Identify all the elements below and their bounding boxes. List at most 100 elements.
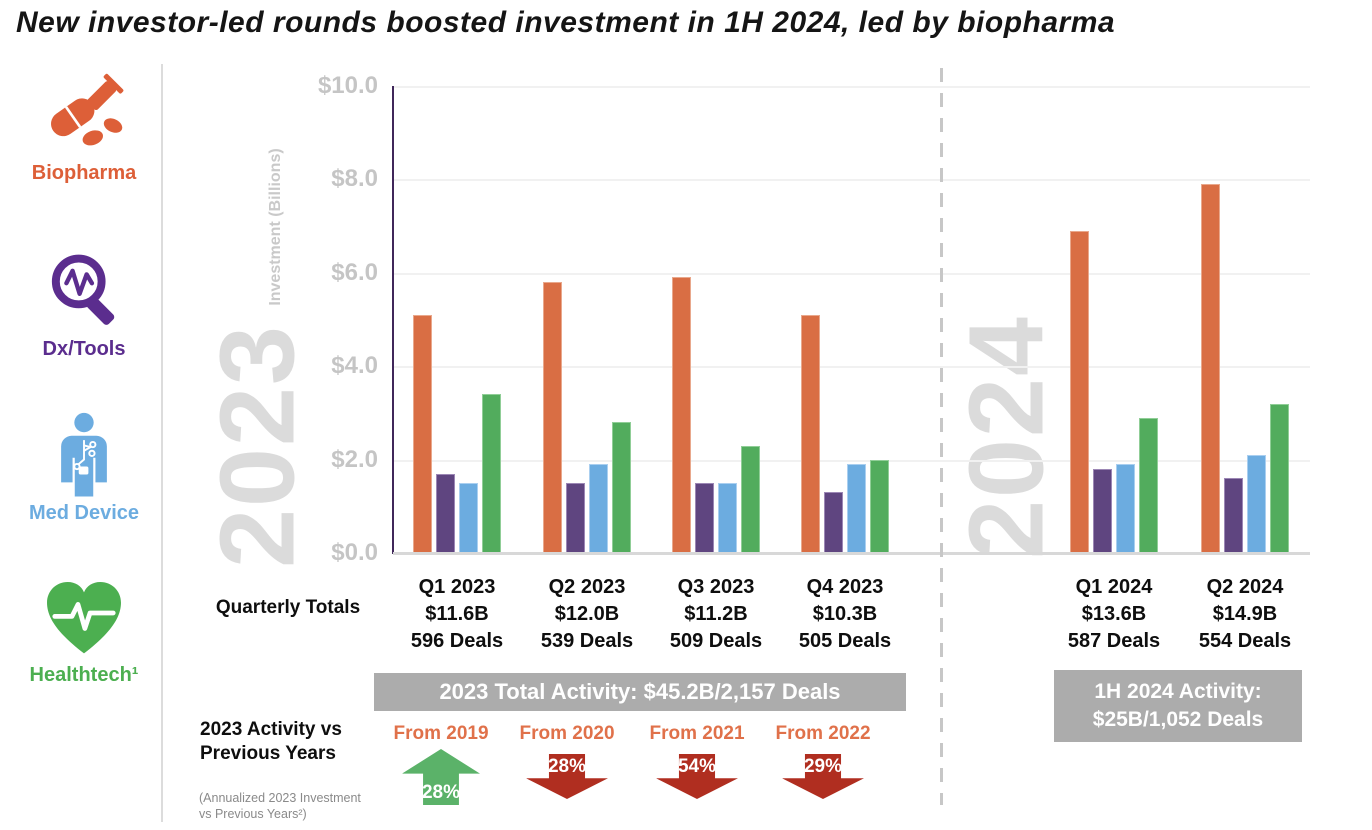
bar-med-device-q1-2024 bbox=[1116, 464, 1135, 553]
bar-biopharma-q3-2023 bbox=[672, 277, 691, 553]
legend-item-dx-tools: Dx/Tools bbox=[0, 248, 168, 361]
x-label-quarter: Q4 2023 bbox=[806, 576, 884, 598]
x-axis-baseline bbox=[393, 552, 1310, 555]
bar-biopharma-q1-2023 bbox=[413, 315, 432, 553]
x-axis-label-q2-2023: Q2 2023 $12.0B 539 Deals bbox=[512, 574, 662, 655]
x-axis-label-q1-2024: Q1 2024 $13.6B 587 Deals bbox=[1039, 574, 1189, 655]
bar-med-device-q4-2023 bbox=[847, 464, 866, 553]
bar-healthtech-q3-2023 bbox=[741, 446, 760, 553]
bar-healthtech-q2-2023 bbox=[612, 422, 631, 553]
x-label-total: $10.3B bbox=[812, 603, 878, 625]
legend-label-med-device: Med Device bbox=[28, 502, 140, 524]
x-axis-label-q2-2024: Q2 2024 $14.9B 554 Deals bbox=[1170, 574, 1320, 655]
legend-label-healthtech: Healthtech¹ bbox=[29, 664, 139, 686]
x-label-total: $11.6B bbox=[425, 603, 489, 625]
bar-healthtech-q1-2023 bbox=[482, 394, 501, 553]
comparison-label-from-2020: From 2020 bbox=[519, 723, 615, 744]
comparison-percent: 28% bbox=[421, 782, 461, 803]
x-label-total: $11.2B bbox=[684, 603, 748, 625]
comparison-item-from-2021: From 2021 54% bbox=[649, 723, 745, 799]
x-label-quarter: Q2 2023 bbox=[548, 576, 626, 598]
comparison-label-from-2022: From 2022 bbox=[775, 723, 871, 744]
comparison-label-from-2021: From 2021 bbox=[649, 723, 745, 744]
up-arrow-icon: 28% bbox=[401, 749, 480, 805]
y-tick-label--10-0: $10.0 bbox=[317, 72, 378, 99]
comparison-label-from-2019: From 2019 bbox=[393, 723, 489, 744]
magnifier-waveform-icon bbox=[0, 248, 168, 336]
year-divider-dashed-line bbox=[940, 68, 943, 805]
x-axis-label-q3-2023: Q3 2023 $11.2B 509 Deals bbox=[641, 574, 791, 655]
y-tick-label--0-0: $0.0 bbox=[331, 539, 378, 566]
down-arrow-icon: 28% bbox=[525, 754, 608, 799]
comparison-footnote-line1: (Annualized 2023 Investment bbox=[199, 791, 361, 805]
y-tick-label--4-0: $4.0 bbox=[331, 352, 378, 380]
bar-med-device-q2-2024 bbox=[1247, 455, 1266, 553]
x-label-deals: 554 Deals bbox=[1198, 630, 1292, 652]
legend-label-dx-tools: Dx/Tools bbox=[42, 338, 126, 360]
x-label-deals: 509 Deals bbox=[669, 630, 763, 652]
down-arrow-icon: 29% bbox=[781, 754, 864, 799]
x-axis-label-q4-2023: Q4 2023 $10.3B 505 Deals bbox=[770, 574, 920, 655]
bar-biopharma-q4-2023 bbox=[801, 315, 820, 553]
comparison-percent: 54% bbox=[677, 756, 717, 777]
comparison-percent: 29% bbox=[803, 756, 843, 777]
heart-pulse-icon bbox=[0, 576, 168, 662]
comparison-item-from-2022: From 2022 29% bbox=[775, 723, 871, 799]
y-tick-label--2-0: $2.0 bbox=[331, 445, 378, 473]
comparison-footnote-line2: vs Previous Years²) bbox=[199, 807, 307, 821]
x-label-deals: 596 Deals bbox=[410, 630, 504, 652]
quarterly-totals-label: Quarterly Totals bbox=[215, 597, 361, 618]
comparison-item-from-2019: From 2019 28% bbox=[393, 723, 489, 805]
bar-healthtech-q2-2024 bbox=[1270, 404, 1289, 553]
bar-biopharma-q2-2024 bbox=[1201, 184, 1220, 553]
bar-dx-tools-q4-2023 bbox=[824, 492, 843, 553]
comparison-heading: 2023 Activity vs Previous Years bbox=[200, 719, 342, 764]
x-label-total: $14.9B bbox=[1212, 603, 1278, 625]
legend-item-biopharma: Biopharma bbox=[0, 70, 168, 185]
bar-healthtech-q4-2023 bbox=[870, 460, 889, 553]
x-label-total: $13.6B bbox=[1081, 603, 1147, 625]
gridline--4-0 bbox=[393, 366, 1310, 369]
bar-dx-tools-q1-2023 bbox=[436, 474, 455, 553]
pills-syringe-icon bbox=[0, 70, 168, 160]
y-tick-label--8-0: $8.0 bbox=[331, 165, 378, 193]
x-label-total: $12.0B bbox=[554, 603, 620, 625]
comparison-item-from-2020: From 2020 28% bbox=[519, 723, 615, 799]
y-tick-label--6-0: $6.0 bbox=[331, 258, 378, 286]
total-activity-1h2024-banner: 1H 2024 Activity: $25B/1,052 Deals bbox=[1054, 670, 1302, 742]
bar-healthtech-q1-2024 bbox=[1139, 418, 1158, 553]
y-axis-line bbox=[392, 86, 394, 554]
sidebar-divider bbox=[161, 64, 163, 822]
x-label-deals: 539 Deals bbox=[540, 630, 634, 652]
banner-1h2024-line2: $25B/1,052 Deals bbox=[1092, 708, 1264, 731]
banner-1h2024-line1: 1H 2024 Activity: bbox=[1094, 680, 1262, 703]
page-title: New investor-led rounds boosted investme… bbox=[16, 6, 1116, 39]
comparison-percent: 28% bbox=[547, 756, 587, 777]
gridline--6-0 bbox=[393, 272, 1310, 275]
gridline--2-0 bbox=[393, 459, 1310, 462]
bar-dx-tools-q2-2024 bbox=[1224, 478, 1243, 553]
bar-med-device-q1-2023 bbox=[459, 483, 478, 553]
gridline--8-0 bbox=[393, 179, 1310, 182]
x-label-quarter: Q1 2023 bbox=[418, 576, 496, 598]
bar-biopharma-q1-2024 bbox=[1070, 231, 1089, 553]
comparison-footnote: (Annualized 2023 Investment vs Previous … bbox=[199, 790, 361, 822]
x-label-quarter: Q2 2024 bbox=[1206, 576, 1284, 598]
legend-item-med-device: Med Device bbox=[0, 412, 168, 525]
down-arrow-icon: 54% bbox=[655, 754, 738, 799]
x-label-quarter: Q1 2024 bbox=[1075, 576, 1153, 598]
bar-med-device-q2-2023 bbox=[589, 464, 608, 553]
legend-label-biopharma: Biopharma bbox=[31, 162, 137, 184]
x-label-quarter: Q3 2023 bbox=[677, 576, 755, 598]
bar-dx-tools-q1-2024 bbox=[1093, 469, 1112, 553]
watermark-2024: 2024 bbox=[947, 315, 1066, 559]
gridline--10-0 bbox=[393, 86, 1310, 88]
bar-med-device-q3-2023 bbox=[718, 483, 737, 553]
x-label-deals: 505 Deals bbox=[798, 630, 892, 652]
bar-dx-tools-q2-2023 bbox=[566, 483, 585, 553]
legend-item-healthtech: Healthtech¹ bbox=[0, 576, 168, 687]
x-axis-label-q1-2023: Q1 2023 $11.6B 596 Deals bbox=[382, 574, 532, 655]
bar-biopharma-q2-2023 bbox=[543, 282, 562, 553]
bar-dx-tools-q3-2023 bbox=[695, 483, 714, 553]
